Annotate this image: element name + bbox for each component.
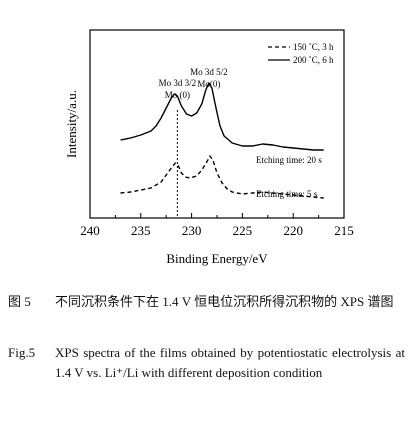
series-label-5s: Etching time: 5 s <box>256 189 318 199</box>
caption-cn-label: 图 5 <box>8 294 31 309</box>
caption-en-label: Fig.5 <box>8 345 36 360</box>
x-tick-label: 235 <box>131 223 151 238</box>
series-line-1 <box>120 82 324 151</box>
x-tick-label: 225 <box>233 223 253 238</box>
annotation-layer: Mo 3d 3/2 Mo (0) Mo 3d 5/2 Mo(0) <box>159 67 228 218</box>
x-axis-label: Binding Energy/eV <box>166 251 268 266</box>
xps-chart: 240 235 230 225 220 215 Mo 3d 3/2Mo (0)Mo 3d … <box>64 29 354 266</box>
series-label-20s: Etching time: 20 s <box>256 155 322 165</box>
caption-en-text: XPS spectra of the films obtained by pot… <box>55 345 405 380</box>
legend: 150 ˚C, 3 h 200 ˚C, 6 h <box>268 42 334 65</box>
x-tick-label: 240 <box>80 223 100 238</box>
series-line-0 <box>120 155 324 199</box>
peak-annotation: Mo (0) <box>165 90 190 100</box>
peak-annotation: Mo 3d 5/2 <box>190 67 228 77</box>
series-layer <box>120 82 324 199</box>
y-axis-label: Intensity/a.u. <box>64 90 79 158</box>
x-tick-label: 215 <box>334 223 354 238</box>
caption-cn-text: 不同沉积条件下在 1.4 V 恒电位沉积所得沉积物的 XPS 谱图 <box>55 294 394 309</box>
x-tick-label: 220 <box>283 223 303 238</box>
legend-label-150: 150 ˚C, 3 h <box>293 42 334 52</box>
x-axis-ticks: 240 235 230 225 220 215 <box>80 213 354 238</box>
x-tick-label: 230 <box>182 223 202 238</box>
peak-annotation: Mo 3d 3/2 <box>159 78 197 88</box>
peak-annotation: Mo(0) <box>197 79 220 89</box>
legend-label-200: 200 ˚C, 6 h <box>293 55 334 65</box>
